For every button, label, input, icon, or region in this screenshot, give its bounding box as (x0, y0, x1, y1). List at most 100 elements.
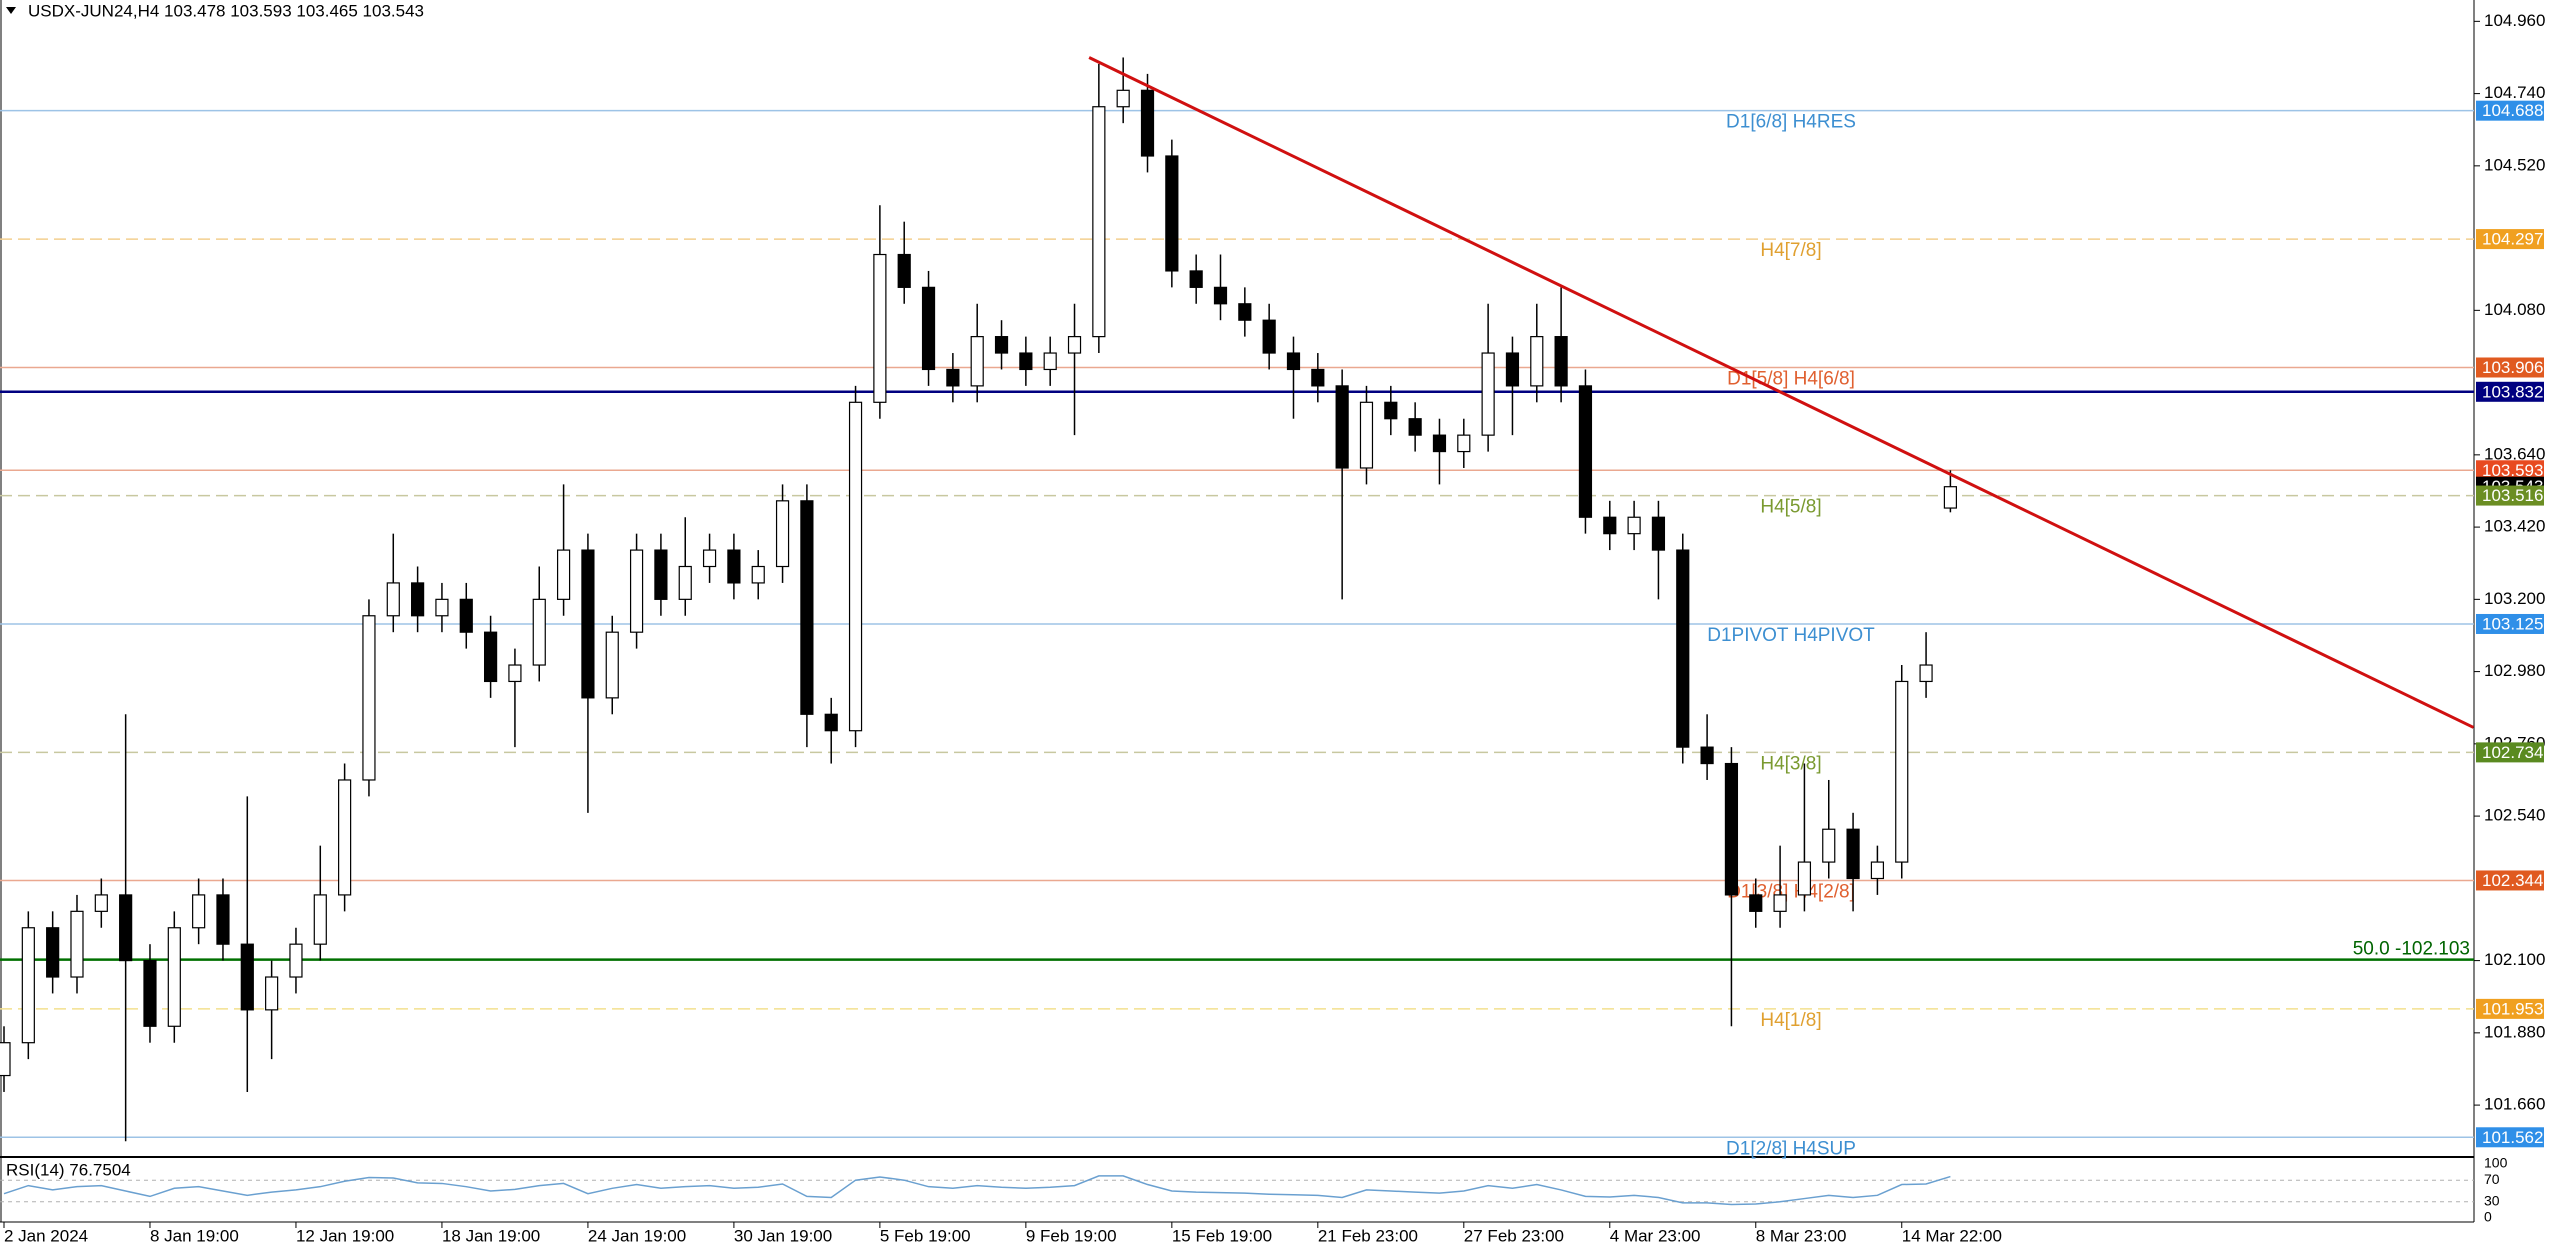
collapse-icon (6, 7, 16, 14)
x-tick-label: 24 Jan 19:00 (588, 1226, 686, 1245)
candle-body (970, 336, 984, 387)
candle-body (265, 976, 279, 1011)
candle-body (1457, 434, 1471, 453)
candle-body (216, 894, 230, 945)
y-tick-label: 102.540 (2484, 806, 2545, 825)
price-tag (2476, 460, 2544, 481)
rsi-tick-label: 30 (2484, 1193, 2500, 1209)
candle-body (459, 598, 473, 633)
y-tick-label: 102.980 (2484, 661, 2545, 680)
x-tick-label: 2 Jan 2024 (4, 1226, 88, 1245)
candle-body (1627, 516, 1641, 535)
price-tag-label: 103.125 (2482, 614, 2543, 633)
candle-body (1846, 828, 1860, 880)
candle-body (1603, 516, 1617, 535)
y-tick-label: 104.740 (2484, 83, 2545, 102)
candle-body (1092, 106, 1106, 338)
candle-body (386, 582, 400, 617)
candle-body (1286, 352, 1301, 371)
x-tick-label: 8 Mar 23:00 (1756, 1226, 1847, 1245)
candle-body (167, 927, 181, 1027)
candle-body (605, 631, 619, 699)
candle-body (1238, 303, 1252, 321)
candle-body (873, 253, 887, 403)
candles (0, 57, 1958, 1142)
candle-body (921, 286, 936, 371)
candle-body (1651, 516, 1666, 551)
levels: D1[6/8] H4RES H4[7/8] D1[5/8] H4[6/8] H4[5/… (0, 109, 2474, 1159)
price-tag-label: 102.344 (2482, 871, 2543, 890)
x-tick-label: 14 Mar 22:00 (1902, 1226, 2002, 1245)
candle-body (94, 894, 108, 912)
y-tick-label: 101.660 (2484, 1095, 2545, 1114)
level-label: H4[3/8] (1760, 753, 1821, 774)
candle-body (824, 713, 838, 732)
price-tag-label: 104.688 (2482, 101, 2543, 120)
price-tag-label: 103.593 (2482, 461, 2543, 480)
candle-body (1189, 270, 1203, 288)
level-label: D1PIVOT H4PIVOT (1707, 625, 1875, 646)
y-tick-label: 104.960 (2484, 11, 2545, 30)
level-label: D1[5/8] H4[6/8] (1727, 369, 1855, 390)
candle-body (532, 598, 546, 666)
candle-body (1043, 352, 1057, 371)
y-tick-label: 101.880 (2484, 1022, 2545, 1041)
candle-body (1797, 861, 1812, 896)
trendline (1088, 56, 2475, 729)
candle-body (1530, 336, 1544, 387)
candle-body (1140, 89, 1155, 157)
candle-body (581, 549, 595, 699)
level-label: D1[3/8] H4[2/8] (1727, 881, 1855, 902)
candle-body (629, 549, 644, 633)
candle-body (1359, 401, 1374, 469)
candle-body (362, 615, 376, 781)
x-tick-label: 4 Mar 23:00 (1610, 1226, 1701, 1245)
price-tag (2476, 357, 2544, 378)
level-label: D1[2/8] H4SUP (1726, 1138, 1856, 1159)
level-label: H4[7/8] (1760, 240, 1821, 261)
candle-body (119, 894, 133, 962)
level-label: 50.0 -102.103 (2353, 939, 2470, 960)
candle-body (70, 910, 84, 978)
level-label: H4[5/8] (1760, 497, 1821, 518)
candle-body (1505, 352, 1520, 387)
candle-body (240, 943, 254, 1011)
price-tag (2476, 229, 2544, 250)
candle-body (289, 943, 303, 978)
rsi-tick-label: 70 (2484, 1171, 2500, 1187)
price-tag (2476, 613, 2544, 634)
x-tick-label: 21 Feb 23:00 (1318, 1226, 1418, 1245)
candle-body (556, 549, 571, 600)
x-tick-label: 12 Jan 19:00 (296, 1226, 394, 1245)
candle-body (1384, 401, 1398, 420)
y-tick-label: 103.420 (2484, 517, 2545, 536)
candle-body (1019, 352, 1033, 371)
price-tag-label: 102.734 (2482, 743, 2543, 762)
rsi-title: RSI(14) 76.7504 (6, 1160, 131, 1179)
candle-body (702, 549, 717, 568)
rsi-tick-label: 100 (2484, 1155, 2508, 1171)
price-tag (2476, 870, 2544, 891)
price-tag-label: 103.516 (2482, 486, 2543, 505)
price-tag (2476, 485, 2544, 506)
candle-body (775, 500, 790, 568)
candle-body (1749, 894, 1763, 912)
candle-body (1432, 434, 1447, 453)
candle-body (1773, 894, 1787, 912)
price-tag (2476, 742, 2544, 763)
candle-body (313, 894, 327, 945)
level-label: D1[6/8] H4RES (1726, 112, 1856, 133)
candle-body (1870, 861, 1885, 880)
candle-body (1676, 549, 1690, 748)
candle-body (946, 368, 960, 387)
candle-body (848, 401, 863, 732)
candle-body (897, 253, 911, 288)
candle-body (46, 927, 60, 978)
candle-body (435, 598, 449, 617)
x-tick-label: 8 Jan 19:00 (150, 1226, 239, 1245)
chart-title: USDX-JUN24,H4 103.478 103.593 103.465 10… (28, 1, 424, 20)
y-tick-label: 104.080 (2484, 300, 2545, 319)
candle-body (1116, 89, 1130, 108)
level-label: H4[1/8] (1760, 1010, 1821, 1031)
